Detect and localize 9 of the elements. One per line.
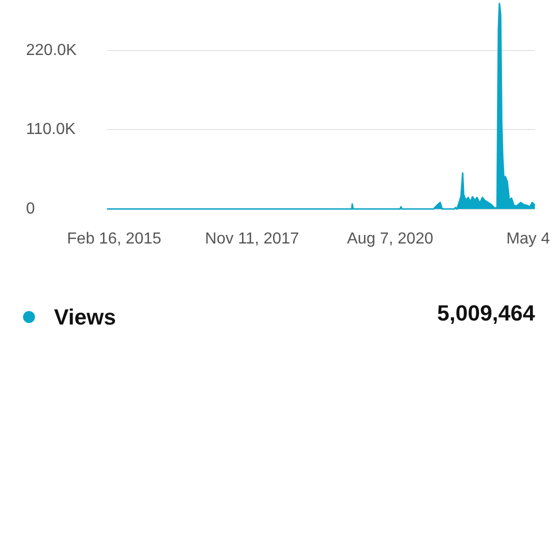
x-tick-label: Aug 7, 2020 [346, 230, 434, 248]
y-tick-label: 0 [26, 200, 35, 218]
x-tick-label: May 4 [506, 230, 550, 248]
y-tick-label: 110.0K [26, 121, 76, 138]
legend-label: Views [54, 304, 116, 330]
x-tick-label: Nov 11, 2017 [205, 230, 300, 248]
y-tick-label: 220.0K [26, 42, 78, 59]
x-tick-label: Feb 16, 2015 [67, 230, 162, 248]
text: 5,009,464 [437, 300, 536, 326]
